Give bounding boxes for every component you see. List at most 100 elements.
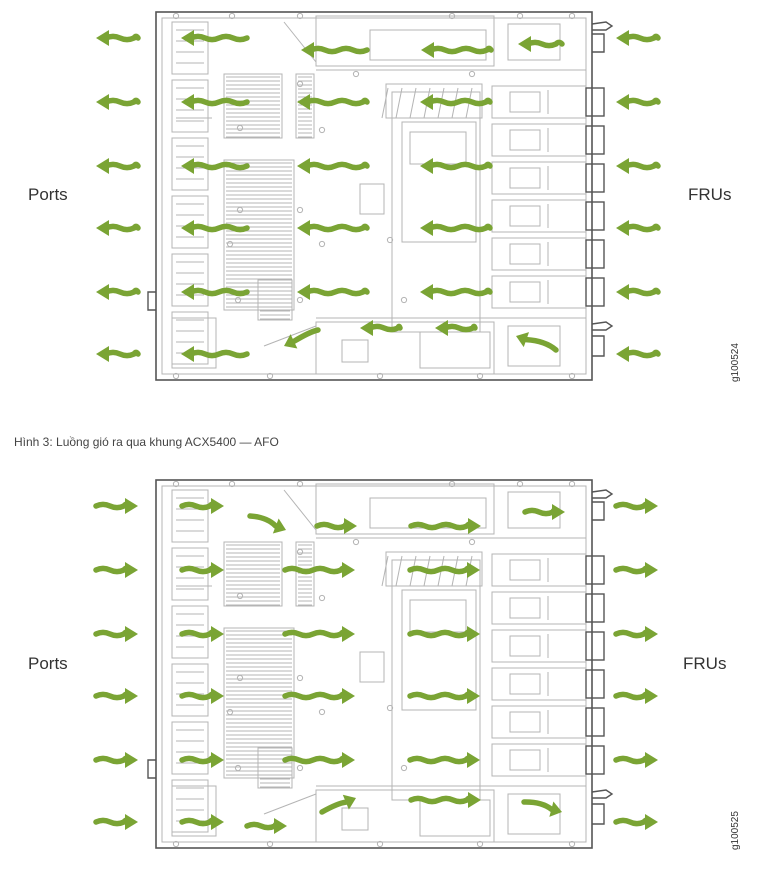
- arrow-body: [179, 691, 217, 701]
- fru-latch: [585, 555, 605, 585]
- fru-latch: [585, 87, 605, 117]
- port-side-airflow-arrow: [96, 94, 141, 110]
- heatsink: [257, 279, 293, 321]
- port-block: [171, 547, 209, 601]
- arrow-head: [125, 814, 138, 830]
- arrow-body: [623, 161, 661, 171]
- arrow-head: [344, 518, 357, 534]
- arrow-body: [407, 565, 473, 575]
- screw-hole: [236, 206, 244, 214]
- bottom-module-bay: [315, 789, 495, 843]
- internal-airflow-arrow: [282, 688, 355, 704]
- fru-side-airflow-arrow: [616, 94, 661, 110]
- arrow-head: [211, 814, 224, 830]
- screw-hole: [236, 674, 244, 682]
- arrow-body: [282, 629, 348, 639]
- internal-airflow-arrow: [521, 799, 562, 817]
- arrow-body: [93, 755, 131, 765]
- arrow-head: [181, 30, 194, 46]
- arrow-body: [408, 795, 474, 805]
- arrow-head: [516, 332, 530, 348]
- internal-airflow-arrow: [282, 752, 355, 768]
- internal-airflow-arrow: [297, 220, 370, 236]
- arrow-body: [613, 565, 651, 575]
- screw-hole: [352, 538, 360, 546]
- screw-hole: [296, 480, 304, 488]
- fru-handle: [509, 673, 541, 695]
- internal-airflow-arrow: [284, 327, 321, 349]
- arrow-head: [645, 562, 658, 578]
- screw-hole: [318, 126, 326, 134]
- screw-hole: [226, 240, 234, 248]
- internal-airflow-arrow: [181, 30, 250, 46]
- left-clip: [147, 291, 156, 311]
- fru-side-airflow-arrow: [616, 284, 661, 300]
- arrow-body: [103, 33, 141, 43]
- screw-hole: [516, 12, 524, 20]
- arrow-head: [342, 562, 355, 578]
- fru-handle: [509, 749, 541, 771]
- fru-latch: [585, 163, 605, 193]
- internal-airflow-arrow: [301, 42, 370, 58]
- arrow-head: [616, 94, 629, 110]
- fru-handle: [509, 281, 541, 303]
- arrow-body: [188, 287, 250, 297]
- fru-side-airflow-arrow: [616, 220, 661, 236]
- arrow-body: [282, 755, 348, 765]
- arrow-body: [304, 223, 370, 233]
- arrow-body: [179, 501, 217, 511]
- fru-latch: [585, 707, 605, 737]
- arrow-body: [179, 755, 217, 765]
- duct-line: [283, 489, 317, 531]
- midplane-frame: [391, 91, 481, 333]
- arrow-head: [467, 752, 480, 768]
- fru-latch: [585, 239, 605, 269]
- arrow-body: [407, 755, 473, 765]
- fru-side-airflow-arrow: [613, 562, 658, 578]
- arrow-head: [96, 30, 109, 46]
- fru-side-airflow-arrow: [613, 498, 658, 514]
- arrow-body: [623, 349, 661, 359]
- asic-chip: [359, 183, 385, 215]
- arrow-body: [319, 799, 349, 815]
- arrow-body: [188, 223, 250, 233]
- port-side-airflow-arrow: [93, 498, 138, 514]
- chassis-outline: [155, 11, 593, 381]
- fru-side-airflow-arrow: [613, 626, 658, 642]
- arrow-body: [428, 45, 494, 55]
- screw-hole: [568, 840, 576, 848]
- arrow-head: [468, 518, 481, 534]
- arrow-head: [549, 801, 562, 817]
- arrow-head: [616, 346, 629, 362]
- internal-airflow-arrow: [421, 42, 494, 58]
- arrow-head: [181, 284, 194, 300]
- internal-airflow-arrow: [297, 158, 370, 174]
- arrow-body: [93, 817, 131, 827]
- fru-side-airflow-arrow: [616, 30, 661, 46]
- arrow-body: [525, 39, 565, 49]
- arrow-head: [467, 626, 480, 642]
- arrow-head: [616, 220, 629, 236]
- screw-hole: [448, 12, 456, 20]
- arrow-head: [211, 752, 224, 768]
- ribbon-connector: [385, 551, 483, 587]
- chassis-drawing: [147, 479, 614, 849]
- port-block: [171, 253, 209, 307]
- fru-side-airflow-arrow: [613, 752, 658, 768]
- chassis-body: [147, 479, 614, 849]
- top-ejector-bracket: [592, 501, 605, 521]
- arrow-head: [125, 498, 138, 514]
- ports-label: Ports: [28, 185, 68, 204]
- fru-latch: [585, 745, 605, 775]
- screw-hole: [318, 708, 326, 716]
- frus-label: FRUs: [683, 654, 727, 673]
- fru-latch: [585, 631, 605, 661]
- screw-hole: [296, 80, 304, 88]
- internal-airflow-arrow: [516, 332, 559, 353]
- port-side-airflow-arrow: [96, 346, 141, 362]
- figure-id: g100525: [730, 811, 741, 850]
- arrow-head: [96, 284, 109, 300]
- screw-hole: [568, 372, 576, 380]
- top-ejector-bracket: [592, 33, 605, 53]
- top-module: [369, 29, 487, 61]
